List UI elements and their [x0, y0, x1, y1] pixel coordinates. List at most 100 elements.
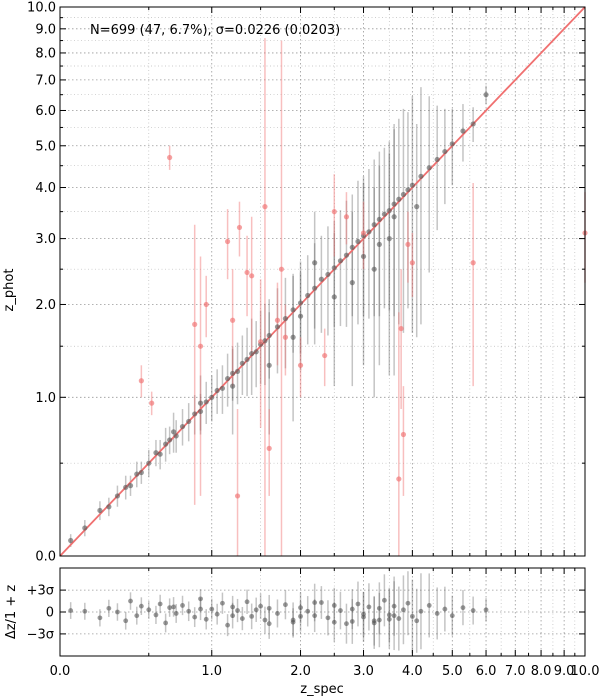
data-point — [214, 387, 220, 394]
x-tick-label: 1.0 — [201, 664, 222, 679]
outlier-point — [234, 493, 241, 499]
residual-point — [266, 621, 272, 627]
data-point — [106, 504, 112, 510]
residual-point — [318, 600, 324, 605]
data-point — [418, 173, 424, 179]
residual-point — [275, 611, 280, 616]
y-tick-label: 5.0 — [35, 139, 56, 154]
residual-point — [262, 617, 268, 623]
residual-point — [470, 608, 476, 613]
data-point — [203, 399, 209, 405]
data-point — [349, 244, 355, 250]
residual-point — [376, 605, 382, 611]
data-point — [197, 408, 204, 415]
residual-point — [249, 613, 255, 619]
residual-axis-label: Δz/1 + z — [4, 585, 19, 640]
residual-point — [391, 613, 397, 619]
data-point — [170, 429, 177, 435]
data-point — [460, 128, 466, 134]
outlier-point — [409, 260, 415, 266]
residual-point — [298, 613, 303, 619]
x-tick-label: 3.0 — [353, 664, 374, 679]
residual-point — [146, 607, 152, 613]
residual-point — [338, 608, 343, 613]
x-tick-label: 0.0 — [50, 664, 71, 679]
data-point — [371, 222, 377, 228]
data-point — [386, 236, 392, 242]
residual-point — [198, 596, 203, 602]
residual-point — [449, 613, 455, 619]
outlier-point — [278, 266, 285, 272]
residual-point — [298, 605, 303, 611]
outlier-point — [197, 343, 204, 349]
residual-point — [376, 617, 382, 623]
residual-point — [106, 605, 112, 611]
data-point — [157, 451, 163, 457]
residual-point — [386, 612, 392, 618]
outlier-point — [262, 204, 268, 210]
outlier-point — [258, 339, 264, 345]
data-point — [290, 307, 296, 313]
data-point — [318, 276, 324, 282]
data-point — [331, 265, 337, 271]
residual-point — [134, 613, 140, 619]
residual-point — [414, 618, 420, 624]
data-point — [449, 141, 455, 147]
residual-point — [123, 618, 129, 624]
outlier-point — [236, 224, 243, 231]
data-point — [381, 211, 387, 217]
data-point — [224, 376, 231, 382]
residual-point — [225, 622, 230, 628]
data-point — [253, 349, 259, 355]
data-point — [349, 280, 355, 286]
data-point — [266, 332, 272, 339]
outlier-point — [244, 269, 250, 276]
residual-point — [198, 606, 203, 612]
data-point — [366, 229, 372, 235]
data-point — [153, 450, 159, 456]
residual-point — [167, 605, 173, 611]
residual-point — [203, 616, 209, 622]
residual-point — [442, 606, 448, 612]
residual-point — [186, 608, 192, 614]
data-point — [163, 441, 169, 447]
residual-point — [173, 611, 179, 616]
data-point — [483, 92, 489, 98]
residual-panel-points — [68, 596, 489, 628]
data-point — [400, 191, 407, 198]
outlier-point — [138, 378, 144, 384]
residual-point — [366, 604, 372, 610]
outlier-point — [224, 238, 231, 245]
y-tick-label: 7.0 — [35, 73, 56, 88]
x-tick-label: 2.0 — [290, 664, 311, 679]
y-tick-label: 8.0 — [35, 46, 56, 61]
outlier-point — [396, 476, 402, 482]
data-point — [134, 471, 140, 477]
residual-point — [460, 605, 466, 611]
data-point — [331, 294, 337, 300]
outlier-point — [266, 445, 272, 451]
residual-point — [214, 611, 220, 617]
y-tick-label: 6.0 — [35, 104, 56, 119]
data-point — [386, 208, 392, 214]
residual-point — [355, 601, 361, 607]
residual-y-tick-label: −3σ — [27, 627, 54, 642]
data-point — [391, 214, 397, 220]
residual-point — [361, 614, 366, 620]
y-axis-label: z_phot — [2, 269, 17, 312]
residual-point — [305, 608, 311, 614]
residual-panel-grid — [60, 568, 585, 656]
residual-point — [253, 607, 259, 613]
outlier-point — [282, 334, 289, 340]
data-point — [138, 469, 144, 476]
data-point — [360, 253, 367, 260]
outlier-point — [331, 209, 337, 215]
residual-point — [371, 620, 377, 626]
data-point — [234, 368, 241, 374]
residual-point — [349, 619, 355, 624]
residual-point — [82, 608, 88, 614]
data-point — [249, 351, 255, 357]
y-tick-label: 0.0 — [35, 550, 56, 565]
outlier-point — [203, 301, 209, 308]
